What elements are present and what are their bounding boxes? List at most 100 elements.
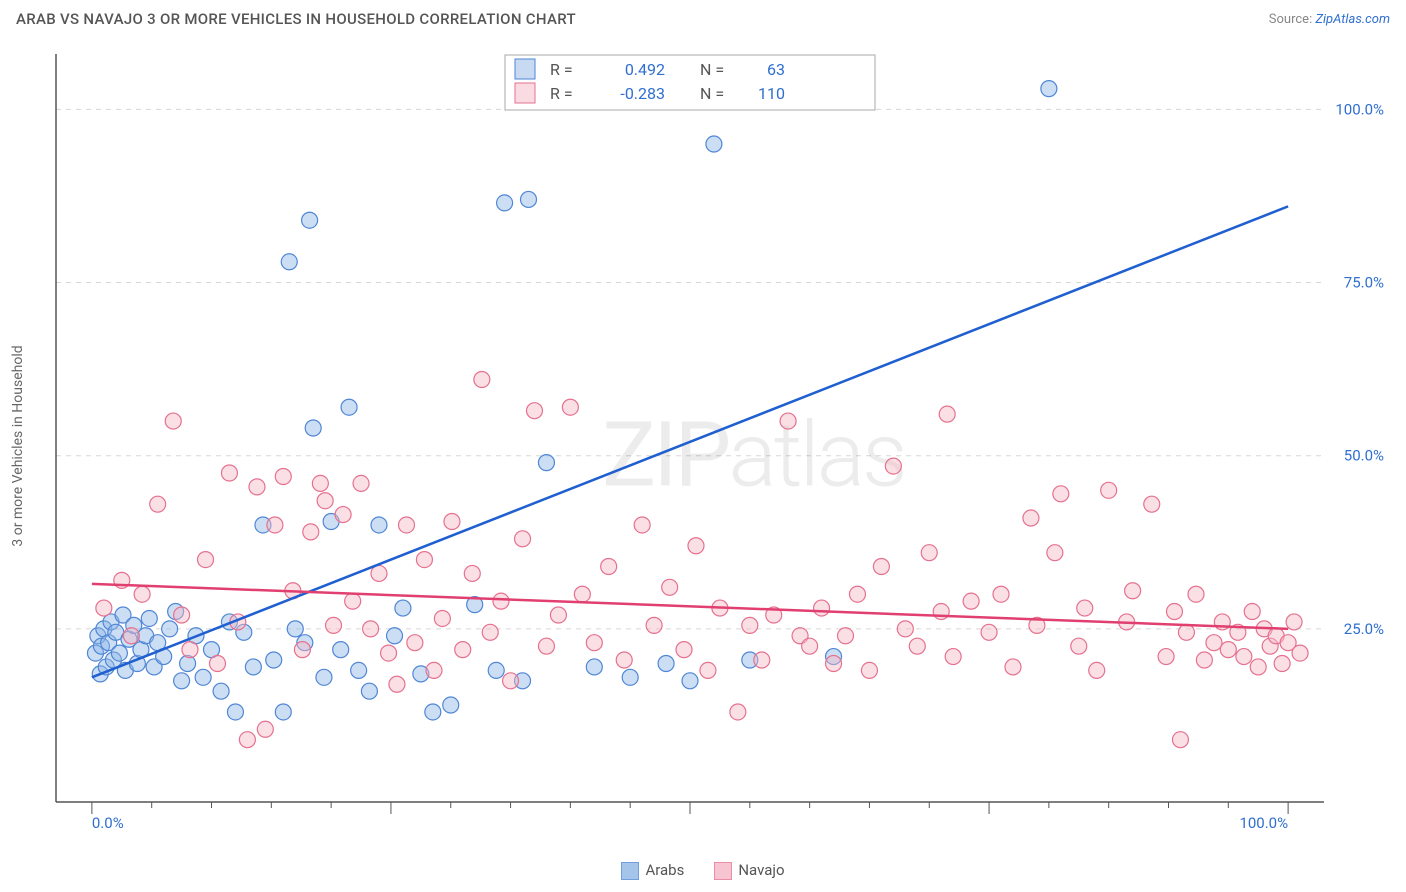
data-point <box>221 465 237 481</box>
y-axis-label: 3 or more Vehicles in Household <box>10 345 26 546</box>
data-point <box>111 645 127 661</box>
data-point <box>1005 659 1021 675</box>
legend-swatch-arabs <box>621 862 639 880</box>
legend-r-label: R = <box>550 84 573 103</box>
data-point <box>312 475 328 491</box>
x-tick-label-right: 100.0% <box>1239 814 1288 832</box>
scatter-plot: 25.0%50.0%75.0%100.0%ZIPatlas0.0%100.0%R… <box>50 50 1394 832</box>
data-point <box>1077 600 1093 616</box>
data-point <box>1158 649 1174 665</box>
data-point <box>209 655 225 671</box>
data-point <box>245 659 261 675</box>
data-point <box>353 475 369 491</box>
data-point <box>257 721 273 737</box>
legend-item-navajo: Navajo <box>714 861 784 880</box>
data-point <box>174 673 190 689</box>
data-point <box>586 659 602 675</box>
data-point <box>444 514 460 530</box>
data-point <box>345 593 361 609</box>
data-point <box>195 669 211 685</box>
data-point <box>1053 486 1069 502</box>
data-point <box>316 669 332 685</box>
data-point <box>885 458 901 474</box>
data-point <box>395 600 411 616</box>
data-point <box>416 552 432 568</box>
data-point <box>993 586 1009 602</box>
data-point <box>141 610 157 626</box>
source-link[interactable]: ZipAtlas.com <box>1315 12 1390 27</box>
data-point <box>754 652 770 668</box>
data-point <box>275 704 291 720</box>
data-point <box>634 517 650 533</box>
data-point <box>1071 638 1087 654</box>
data-point <box>1274 655 1290 671</box>
data-point <box>1206 635 1222 651</box>
data-point <box>622 669 638 685</box>
data-point <box>706 136 722 152</box>
data-point <box>497 195 513 211</box>
legend-n-value: 63 <box>767 60 785 79</box>
data-point <box>134 586 150 602</box>
data-point <box>849 586 865 602</box>
data-point <box>267 517 283 533</box>
watermark: ZIPatlas <box>602 403 904 508</box>
data-point <box>1244 604 1260 620</box>
data-point <box>802 638 818 654</box>
data-point <box>945 649 961 665</box>
legend-swatch <box>515 83 535 103</box>
chart-title: ARAB VS NAVAJO 3 OR MORE VEHICLES IN HOU… <box>16 10 576 28</box>
data-point <box>601 559 617 575</box>
data-point <box>302 212 318 228</box>
data-point <box>335 507 351 523</box>
data-point <box>963 593 979 609</box>
data-point <box>1166 604 1182 620</box>
data-point <box>838 628 854 644</box>
data-point <box>1172 732 1188 748</box>
data-point <box>586 635 602 651</box>
data-point <box>281 254 297 270</box>
data-point <box>266 652 282 668</box>
data-point <box>730 704 746 720</box>
data-point <box>96 600 112 616</box>
data-point <box>1250 659 1266 675</box>
data-point <box>275 468 291 484</box>
data-point <box>538 455 554 471</box>
data-point <box>213 683 229 699</box>
data-point <box>909 638 925 654</box>
data-point <box>1236 649 1252 665</box>
y-tick-label: 50.0% <box>1344 447 1384 465</box>
data-point <box>939 406 955 422</box>
data-point <box>434 610 450 626</box>
data-point <box>515 531 531 547</box>
data-point <box>371 517 387 533</box>
bottom-legend: Arabs Navajo <box>0 861 1406 880</box>
data-point <box>351 662 367 678</box>
data-point <box>676 642 692 658</box>
data-point <box>326 617 342 633</box>
data-point <box>488 662 504 678</box>
data-point <box>1196 652 1212 668</box>
data-point <box>981 624 997 640</box>
data-point <box>1125 583 1141 599</box>
data-point <box>363 621 379 637</box>
header-bar: ARAB VS NAVAJO 3 OR MORE VEHICLES IN HOU… <box>0 0 1406 28</box>
legend-label-navajo: Navajo <box>738 861 784 879</box>
chart-area: 25.0%50.0%75.0%100.0%ZIPatlas0.0%100.0%R… <box>50 50 1394 832</box>
data-point <box>742 617 758 633</box>
data-point <box>550 607 566 623</box>
data-point <box>162 621 178 637</box>
data-point <box>425 704 441 720</box>
data-point <box>455 642 471 658</box>
data-point <box>407 635 423 651</box>
data-point <box>464 565 480 581</box>
data-point <box>198 552 214 568</box>
legend-n-value: 110 <box>758 84 785 103</box>
data-point <box>688 538 704 554</box>
data-point <box>317 493 333 509</box>
data-point <box>398 517 414 533</box>
data-point <box>1178 624 1194 640</box>
data-point <box>389 676 405 692</box>
data-point <box>897 621 913 637</box>
data-point <box>682 673 698 689</box>
data-point <box>426 662 442 678</box>
